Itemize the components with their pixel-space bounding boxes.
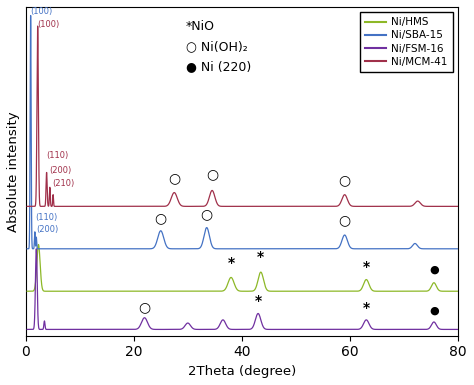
- Text: *NiO
○ Ni(OH)₂
● Ni (220): *NiO ○ Ni(OH)₂ ● Ni (220): [186, 20, 251, 73]
- Legend: Ni/HMS, Ni/SBA-15, Ni/FSM-16, Ni/MCM-41: Ni/HMS, Ni/SBA-15, Ni/FSM-16, Ni/MCM-41: [360, 12, 453, 72]
- Text: *: *: [257, 249, 264, 264]
- Text: (110): (110): [46, 151, 69, 160]
- Text: ○: ○: [201, 207, 213, 221]
- Text: ○: ○: [168, 171, 180, 185]
- Text: ○: ○: [138, 301, 151, 315]
- Text: (210): (210): [52, 179, 74, 188]
- Text: ○: ○: [155, 211, 167, 226]
- Text: ○: ○: [338, 173, 351, 187]
- Text: (110): (110): [35, 213, 57, 222]
- Text: (100): (100): [30, 7, 53, 16]
- Text: (200): (200): [36, 226, 59, 234]
- X-axis label: 2Theta (degree): 2Theta (degree): [188, 365, 296, 378]
- Text: *: *: [255, 294, 262, 308]
- Text: *: *: [363, 260, 370, 274]
- Text: (100): (100): [37, 20, 60, 28]
- Text: ●: ●: [429, 264, 439, 274]
- Text: ○: ○: [338, 214, 351, 228]
- Text: ●: ●: [429, 306, 439, 316]
- Text: (200): (200): [49, 166, 72, 175]
- Text: *: *: [228, 256, 235, 270]
- Text: ○: ○: [206, 167, 218, 181]
- Y-axis label: Absolute intensity: Absolute intensity: [7, 111, 20, 232]
- Text: *: *: [363, 301, 370, 315]
